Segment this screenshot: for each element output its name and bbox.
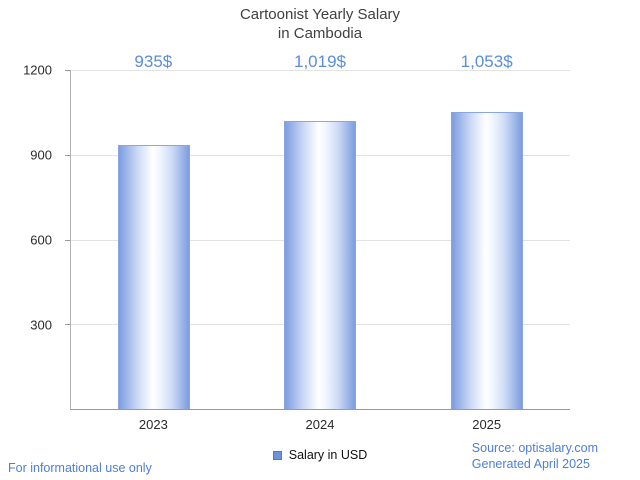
bar-slot [71,70,237,409]
y-tick-label: 300 [30,317,52,333]
value-label-2025: 1,053$ [460,52,513,71]
disclaimer-text: For informational use only [8,461,152,475]
generated-text: Generated April 2025 [471,456,590,471]
source-block: Source: optisalary.com Generated April 2… [472,440,598,473]
chart-title-line2: in Cambodia [277,25,363,43]
y-axis-tickmark [65,239,70,241]
y-axis-tickmark [65,324,70,326]
chart-title-line1: Cartoonist Yearly Salary [239,6,401,23]
value-label-2024: 1,019$ [294,52,346,71]
bar-2023 [118,144,191,409]
y-tick-label: 1200 [23,62,52,78]
y-axis-tickmark [65,70,70,71]
source-text: Source: optisalary.com [471,440,598,455]
chart-title: Cartoonist Yearly Salary in Cambodia [0,5,640,43]
bars-row [71,70,570,409]
bar-2025 [450,111,523,409]
bar-slot [404,70,570,409]
value-label-2023: 935$ [134,52,173,71]
x-tick-label-2023: 2023 [138,417,168,432]
value-labels-row: 935$ 1,019$ 1,053$ [70,52,570,72]
plot-area [65,70,570,410]
y-tick-label: 600 [30,232,52,248]
y-axis-ticks: 300 600 900 1200 [0,63,62,410]
x-tick-label-2025: 2025 [472,417,502,432]
y-axis-tickmark [65,154,70,156]
legend: Salary in USD [0,448,640,462]
x-tick-label-2024: 2024 [305,417,335,432]
legend-swatch-icon [272,450,282,460]
bar-slot [237,70,403,409]
y-tick-label: 900 [30,147,52,163]
bar-2024 [284,121,357,409]
legend-label: Salary in USD [288,448,368,462]
gridline [71,70,570,71]
x-axis-labels: 2023 2024 2025 [70,417,570,432]
